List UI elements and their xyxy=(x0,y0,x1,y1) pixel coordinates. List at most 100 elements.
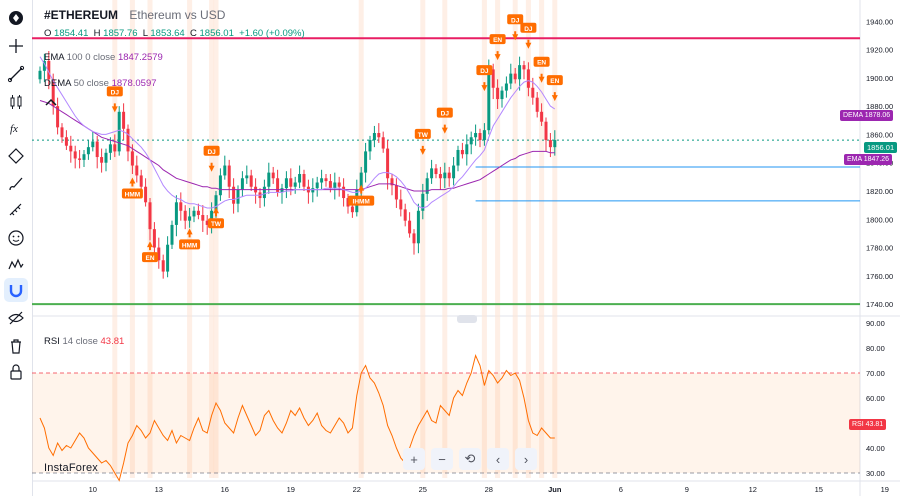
collapse-legend-icon[interactable] xyxy=(44,98,58,108)
dema-params: 50 close xyxy=(73,78,109,89)
candle-body xyxy=(412,233,416,244)
candle-body xyxy=(372,133,376,141)
event-highlight-bar xyxy=(358,0,364,478)
time-tick-label: 12 xyxy=(749,485,757,494)
candle-body xyxy=(73,151,77,159)
rsi-name: RSI xyxy=(44,336,60,347)
candle-body xyxy=(315,182,319,189)
candle-body xyxy=(192,210,196,217)
candle-body xyxy=(434,168,438,175)
chart-canvas[interactable]: 1740.001760.001780.001800.001820.001840.… xyxy=(32,0,900,496)
event-marker: IHMM xyxy=(348,184,375,206)
candle-body xyxy=(135,165,139,176)
candle-body xyxy=(78,158,82,160)
candle-body xyxy=(47,60,51,80)
event-badge xyxy=(546,75,563,86)
candle-body xyxy=(342,186,346,199)
candle-body xyxy=(526,69,530,88)
time-tick-label: 16 xyxy=(221,485,229,494)
crosshair-icon xyxy=(9,39,23,53)
candle-body xyxy=(364,151,368,173)
rsi-legend[interactable]: RSI 14 close 43.81 xyxy=(44,336,124,347)
measure-tool-button[interactable] xyxy=(4,198,28,222)
candle-body xyxy=(518,65,522,80)
event-marker: DJ xyxy=(203,145,220,172)
eye-off-tool-button[interactable] xyxy=(4,306,28,330)
candle-body xyxy=(289,178,293,187)
pattern-tool-button[interactable] xyxy=(4,252,28,276)
price-tick-label: 1940.00 xyxy=(866,17,893,26)
candle-body xyxy=(157,247,161,261)
candle-body xyxy=(227,165,231,187)
lock-icon xyxy=(10,364,22,380)
event-marker: DJ xyxy=(476,65,493,92)
candle-body xyxy=(280,188,284,193)
event-highlight-bar xyxy=(209,0,215,478)
candle-body xyxy=(478,133,482,141)
price-tick-label: 1820.00 xyxy=(866,187,893,196)
event-highlights xyxy=(112,0,558,478)
rsi-tick-label: 30.00 xyxy=(866,469,885,478)
zoom-out-button[interactable]: − xyxy=(431,448,453,470)
ema-value: 1847.2579 xyxy=(117,52,163,63)
candle-body xyxy=(232,186,236,204)
dema-legend[interactable]: DEMA 50 close 1878.0597 xyxy=(44,78,157,89)
trash-tool-button[interactable] xyxy=(4,334,28,358)
candle-body xyxy=(416,210,420,244)
rsi-tick-label: 80.00 xyxy=(866,344,885,353)
candles-tool-button[interactable] xyxy=(4,90,28,114)
candle-body xyxy=(267,172,271,187)
candle-body xyxy=(223,165,227,176)
candle-body xyxy=(240,178,244,190)
eye-off-icon xyxy=(8,311,24,325)
node-tool-button[interactable] xyxy=(4,144,28,168)
logo-tool-button[interactable] xyxy=(4,6,28,30)
candle-body xyxy=(328,181,332,189)
brush-tool-button[interactable] xyxy=(4,172,28,196)
candle-body xyxy=(513,73,517,80)
candle-body xyxy=(214,195,218,211)
candles xyxy=(38,51,557,279)
magnet-tool-button[interactable] xyxy=(4,278,28,302)
trend-line-tool-button[interactable] xyxy=(4,62,28,86)
candle-body xyxy=(152,229,156,248)
candle-body xyxy=(350,206,354,213)
event-highlight-bar xyxy=(552,0,558,478)
event-marker: DJ xyxy=(507,14,524,41)
zoom-in-button[interactable]: + xyxy=(403,448,425,470)
event-label: EN xyxy=(145,255,154,262)
candle-body xyxy=(456,149,460,166)
chart-navigation: + − ⟲ ‹ › xyxy=(403,448,537,470)
ema-legend[interactable]: EMA 100 0 close 1847.2579 xyxy=(44,52,163,63)
rsi-tick-label: 40.00 xyxy=(866,444,885,453)
scroll-right-button[interactable]: › xyxy=(515,448,537,470)
scroll-left-button[interactable]: ‹ xyxy=(487,448,509,470)
candle-body xyxy=(535,97,539,112)
reset-chart-button[interactable]: ⟲ xyxy=(459,448,481,470)
rsi-tag-value: 43.81 xyxy=(865,421,884,428)
candle-body xyxy=(183,210,187,221)
arrow-up-icon xyxy=(213,207,219,217)
crosshair-tool-button[interactable] xyxy=(4,34,28,58)
lock-tool-button[interactable] xyxy=(4,360,28,384)
close-label: C xyxy=(190,28,197,39)
candle-body xyxy=(337,182,341,187)
emoji-tool-button[interactable] xyxy=(4,226,28,250)
pattern-icon xyxy=(8,258,24,270)
pane-resize-handle[interactable] xyxy=(457,315,477,323)
candle-body xyxy=(359,172,363,190)
candle-body xyxy=(504,83,508,91)
candle-body xyxy=(421,193,425,211)
candle-body xyxy=(544,121,548,141)
candle-body xyxy=(38,70,42,80)
candle-body xyxy=(553,140,557,148)
candle-body xyxy=(60,127,64,138)
chart-area[interactable]: 1740.001760.001780.001800.001820.001840.… xyxy=(32,0,900,496)
candle-body xyxy=(210,210,214,225)
fx-tool-button[interactable]: fx xyxy=(4,116,28,140)
ema-name: EMA xyxy=(44,52,65,63)
open-label: O xyxy=(44,28,52,39)
event-label: DJ xyxy=(524,26,533,33)
svg-text:fx: fx xyxy=(10,123,18,135)
event-highlight-bar xyxy=(495,0,501,478)
